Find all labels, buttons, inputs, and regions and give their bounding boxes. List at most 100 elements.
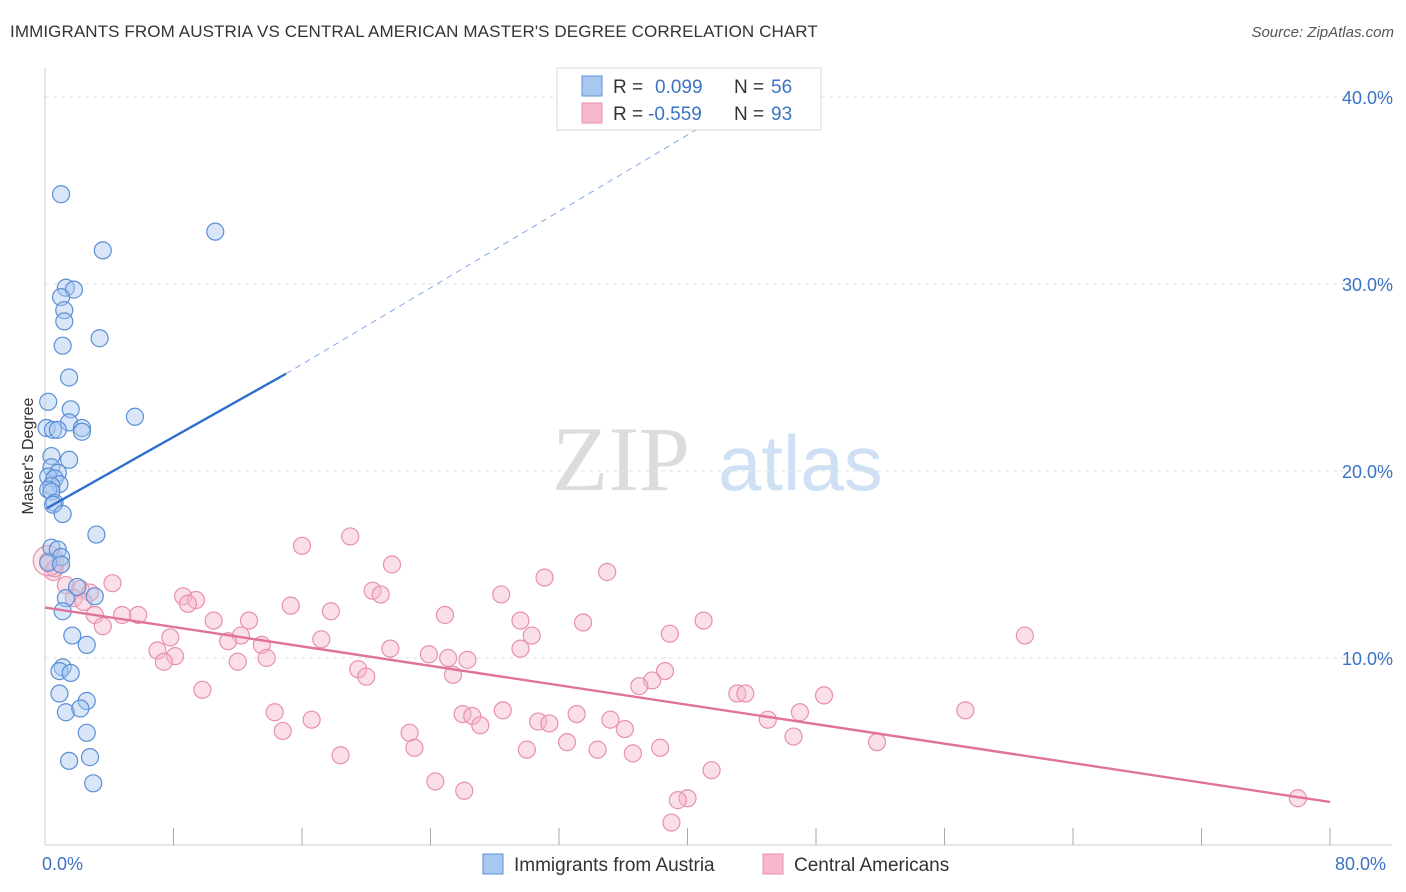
central-americans-point-18 <box>321 602 341 621</box>
austria-point-0 <box>51 185 71 204</box>
y-axis-title: Master's Degree <box>20 397 37 514</box>
austria-point-19 <box>72 422 92 441</box>
trend-lines <box>44 105 1331 804</box>
bottom-legend-swatch-central-americans <box>762 853 784 875</box>
central-americans-point-55 <box>736 684 755 703</box>
y-tick-label-40: 40.0% <box>1342 88 1393 108</box>
austria-point-54 <box>84 774 103 793</box>
austria-point-50 <box>71 699 90 718</box>
central-americans-point-68 <box>540 714 559 733</box>
central-americans-point-23 <box>204 611 223 630</box>
legend-n-value-2: 93 <box>771 104 792 125</box>
central-americans-point-41 <box>419 645 438 664</box>
central-americans-point-27 <box>694 611 713 630</box>
austria-point-16 <box>43 420 63 439</box>
central-americans-point-57 <box>493 701 512 720</box>
austria-point-33 <box>87 525 106 544</box>
legend-n-label-1: N = <box>734 77 764 98</box>
central-americans-point-16 <box>178 594 198 613</box>
central-americans-point-36 <box>381 639 400 658</box>
central-americans-point-7 <box>341 527 360 546</box>
central-americans-point-6 <box>292 536 312 555</box>
y-tick-label-30: 30.0% <box>1342 275 1393 295</box>
austria-point-10 <box>59 368 79 387</box>
central-americans-point-40 <box>93 617 112 636</box>
central-americans-point-8 <box>382 555 402 574</box>
central-americans-point-61 <box>601 710 620 729</box>
central-americans-point-13 <box>492 585 511 604</box>
axes <box>44 68 1392 846</box>
central-americans-point-39 <box>166 647 185 666</box>
austria-point-8 <box>90 329 109 348</box>
legend-r-label-2: R = <box>613 104 643 125</box>
central-americans-point-50 <box>655 661 675 681</box>
central-americans-point-45 <box>458 650 477 669</box>
austria-point-12 <box>61 400 80 419</box>
austria-point-46 <box>61 663 80 683</box>
austria-point-47 <box>50 684 69 703</box>
austria-point-40 <box>68 577 87 597</box>
austria-trend-line <box>46 372 287 510</box>
austria-point-48 <box>77 691 96 711</box>
central-americans-point-69 <box>615 719 634 739</box>
y-tick-label-20: 20.0% <box>1342 462 1393 482</box>
central-americans-point-9 <box>535 568 554 587</box>
central-americans-point-71 <box>273 721 292 741</box>
central-americans-point-10 <box>598 562 617 582</box>
bottom-legend-swatch-austria <box>482 853 504 875</box>
austria-trend-extension <box>285 105 736 375</box>
central-americans-point-56 <box>814 686 834 705</box>
central-americans-point-83 <box>426 772 445 791</box>
central-americans-point-30 <box>1015 626 1034 645</box>
stats-legend: R = 0.099 N = 56 R = -0.559 N = 93 <box>556 67 822 131</box>
central-americans-point-82 <box>702 761 721 780</box>
central-americans-point-66 <box>529 712 548 731</box>
central-americans-point-2 <box>56 575 75 595</box>
austria-point-7 <box>55 312 74 331</box>
austria-point-17 <box>48 420 67 439</box>
central-americans-point-86 <box>668 791 687 810</box>
central-americans-point-24 <box>239 611 259 630</box>
central-americans-point-73 <box>784 727 803 746</box>
central-americans-point-12 <box>371 585 390 604</box>
central-americans-point-44 <box>228 652 247 671</box>
central-americans-point-78 <box>623 744 642 763</box>
central-americans-point-87 <box>662 813 681 832</box>
austria-point-13 <box>125 407 145 426</box>
austria-point-1 <box>206 222 225 241</box>
austria-point-9 <box>53 336 72 355</box>
austria-point-34 <box>42 538 61 557</box>
y-tick-labels: 10.0% 20.0% 30.0% 40.0% <box>1342 88 1393 669</box>
austria-point-32 <box>53 504 72 524</box>
austria-point-23 <box>48 463 67 482</box>
bottom-legend-label-central-americans: Central Americans <box>794 855 949 876</box>
central-americans-point-22 <box>129 605 148 625</box>
central-americans-point-65 <box>302 710 321 729</box>
central-americans-point-5 <box>103 574 122 593</box>
austria-point-15 <box>37 418 56 438</box>
austria-point-21 <box>59 450 79 469</box>
central-americans-point-19 <box>435 605 455 625</box>
x-tick-label-max: 80.0% <box>1335 854 1386 874</box>
central-americans-point-46 <box>154 652 173 671</box>
central-americans-point-43 <box>257 648 276 668</box>
legend-r-value-1: 0.099 <box>655 77 703 98</box>
central-americans-trend-line <box>44 606 1331 804</box>
austria-point-42 <box>63 626 82 645</box>
watermark-zip: ZIP <box>552 408 690 510</box>
legend-swatch-central-americans <box>581 102 603 124</box>
legend-r-label-1: R = <box>613 77 643 98</box>
austria-point-51 <box>77 723 96 742</box>
legend-n-label-2: N = <box>734 104 764 125</box>
series-legend: Immigrants from Austria Central American… <box>482 853 949 876</box>
austria-point-29 <box>42 482 61 501</box>
central-americans-point-26 <box>573 613 593 632</box>
central-americans-point-60 <box>567 704 586 724</box>
austria-point-43 <box>77 635 96 655</box>
central-americans-point-31 <box>161 628 180 647</box>
x-tick-label-min: 0.0% <box>42 854 83 874</box>
central-americans-point-76 <box>517 740 536 759</box>
central-americans-point-64 <box>265 703 284 722</box>
central-americans-point-53 <box>193 680 212 699</box>
central-americans-point-62 <box>790 703 810 722</box>
